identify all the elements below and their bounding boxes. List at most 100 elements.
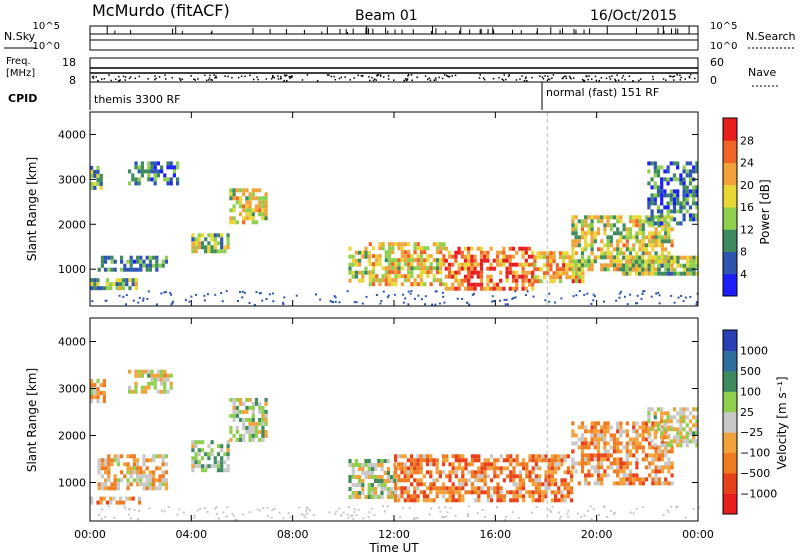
velocity-speckle: [225, 515, 228, 518]
power-cell-9: [581, 275, 585, 280]
velocity-cell-2: [107, 486, 111, 491]
power-cell-1: [109, 282, 113, 287]
velocity-cell-7: [512, 478, 516, 483]
power-cell-8: [524, 278, 528, 283]
velocity-cell-3: [134, 373, 138, 378]
power-cell-5: [258, 188, 262, 193]
power-cell-7: [439, 250, 443, 255]
power-cell-3: [140, 173, 144, 178]
velocity-cell-8: [632, 429, 636, 434]
nave-dot: [128, 77, 131, 80]
power-cell-10: [571, 251, 575, 256]
velocity-speckle: [306, 507, 309, 510]
velocity-speckle: [548, 509, 551, 512]
velocity-cell-7: [541, 482, 545, 487]
velocity-cell-6: [383, 479, 387, 483]
power-speckle: [164, 291, 167, 293]
velocity-cell-7: [496, 490, 500, 495]
velocity-cell-5: [248, 425, 252, 430]
velocity-cell-4: [204, 452, 208, 457]
xtick-label: 08:00: [277, 528, 309, 541]
power-cell-7: [368, 262, 372, 267]
power-cell-8: [457, 246, 461, 251]
velocity-cell-7: [522, 466, 526, 471]
velocity-cell-8: [587, 457, 591, 462]
velocity-cell-4: [191, 468, 195, 473]
power-cell-12: [688, 173, 693, 178]
velocity-cell-8: [596, 481, 601, 486]
power-cell-2: [164, 255, 168, 260]
power-cell-10: [625, 235, 629, 240]
velocity-cell-7: [550, 482, 554, 487]
velocity-cell-2: [110, 482, 114, 487]
power-cell-12: [660, 213, 664, 218]
power-cell-5: [251, 192, 255, 197]
velocity-cell-3: [150, 369, 154, 374]
power-cell-12: [692, 213, 696, 218]
velocity-cell-0: [90, 383, 94, 388]
velocity-cell-5: [229, 425, 233, 430]
power-cell-10: [628, 227, 633, 232]
power-colorbar-tick: 8: [740, 246, 747, 259]
velocity-cell-2: [116, 482, 120, 487]
nave-dot: [541, 76, 544, 78]
velocity-cell-7: [566, 454, 570, 459]
power-cell-11: [628, 259, 632, 264]
power-cell-12: [653, 201, 657, 206]
velocity-cell-7: [560, 478, 564, 483]
velocity-cell-2: [116, 486, 120, 491]
power-cell-12: [647, 181, 651, 186]
velocity-cell-7: [422, 458, 426, 463]
power-cell-7: [419, 270, 424, 275]
date-title: 16/Oct/2015: [590, 8, 677, 24]
power-cell-10: [644, 215, 649, 220]
power-cell-10: [660, 219, 665, 224]
power-speckle: [420, 298, 423, 301]
nave-dot: [244, 75, 246, 78]
power-cell-8: [470, 286, 474, 291]
power-cell-8: [444, 266, 448, 271]
power-cell-10: [616, 247, 620, 252]
power-cell-10: [574, 215, 578, 220]
nave-dot: [561, 77, 564, 79]
velocity-cell-2: [104, 478, 108, 483]
velocity-cell-5: [251, 401, 255, 406]
power-cell-10: [632, 219, 636, 224]
velocity-colorbar-swatch: [723, 330, 737, 351]
power-cell-11: [641, 259, 645, 264]
power-cell-9: [533, 263, 537, 268]
velocity-cell-7: [432, 462, 436, 467]
velocity-cell-8: [670, 449, 674, 454]
power-cell-9: [549, 259, 553, 264]
power-cell-9: [546, 255, 550, 260]
power-cell-7: [423, 282, 427, 287]
power-cell-12: [682, 193, 686, 198]
power-cell-10: [587, 255, 591, 260]
power-cell-12: [650, 193, 654, 198]
power-cell-7: [381, 242, 385, 247]
power-speckle: [626, 303, 629, 306]
power-cell-10: [577, 267, 581, 272]
velocity-cell-6: [367, 467, 371, 471]
velocity-cell-0: [102, 383, 106, 388]
power-cell-8: [489, 266, 493, 271]
velocity-cell-7: [483, 462, 487, 467]
velocity-cell-4: [223, 460, 227, 465]
power-cell-3: [172, 169, 176, 174]
velocity-cell-9: [672, 415, 677, 420]
power-cell-5: [261, 196, 265, 201]
velocity-speckle: [590, 518, 593, 521]
velocity-cell-7: [493, 462, 497, 467]
nave-dot: [446, 75, 449, 77]
power-speckle: [146, 297, 149, 300]
velocity-cell-7: [522, 458, 526, 463]
nave-dot: [611, 75, 613, 77]
power-cell-11: [689, 255, 693, 260]
velocity-speckle: [698, 506, 700, 509]
velocity-cell-7: [490, 498, 494, 503]
velocity-cell-9: [663, 431, 667, 436]
power-cell-8: [473, 282, 477, 287]
power-cell-12: [695, 217, 699, 222]
power-cell-3: [137, 177, 141, 182]
power-cell-10: [625, 239, 629, 244]
